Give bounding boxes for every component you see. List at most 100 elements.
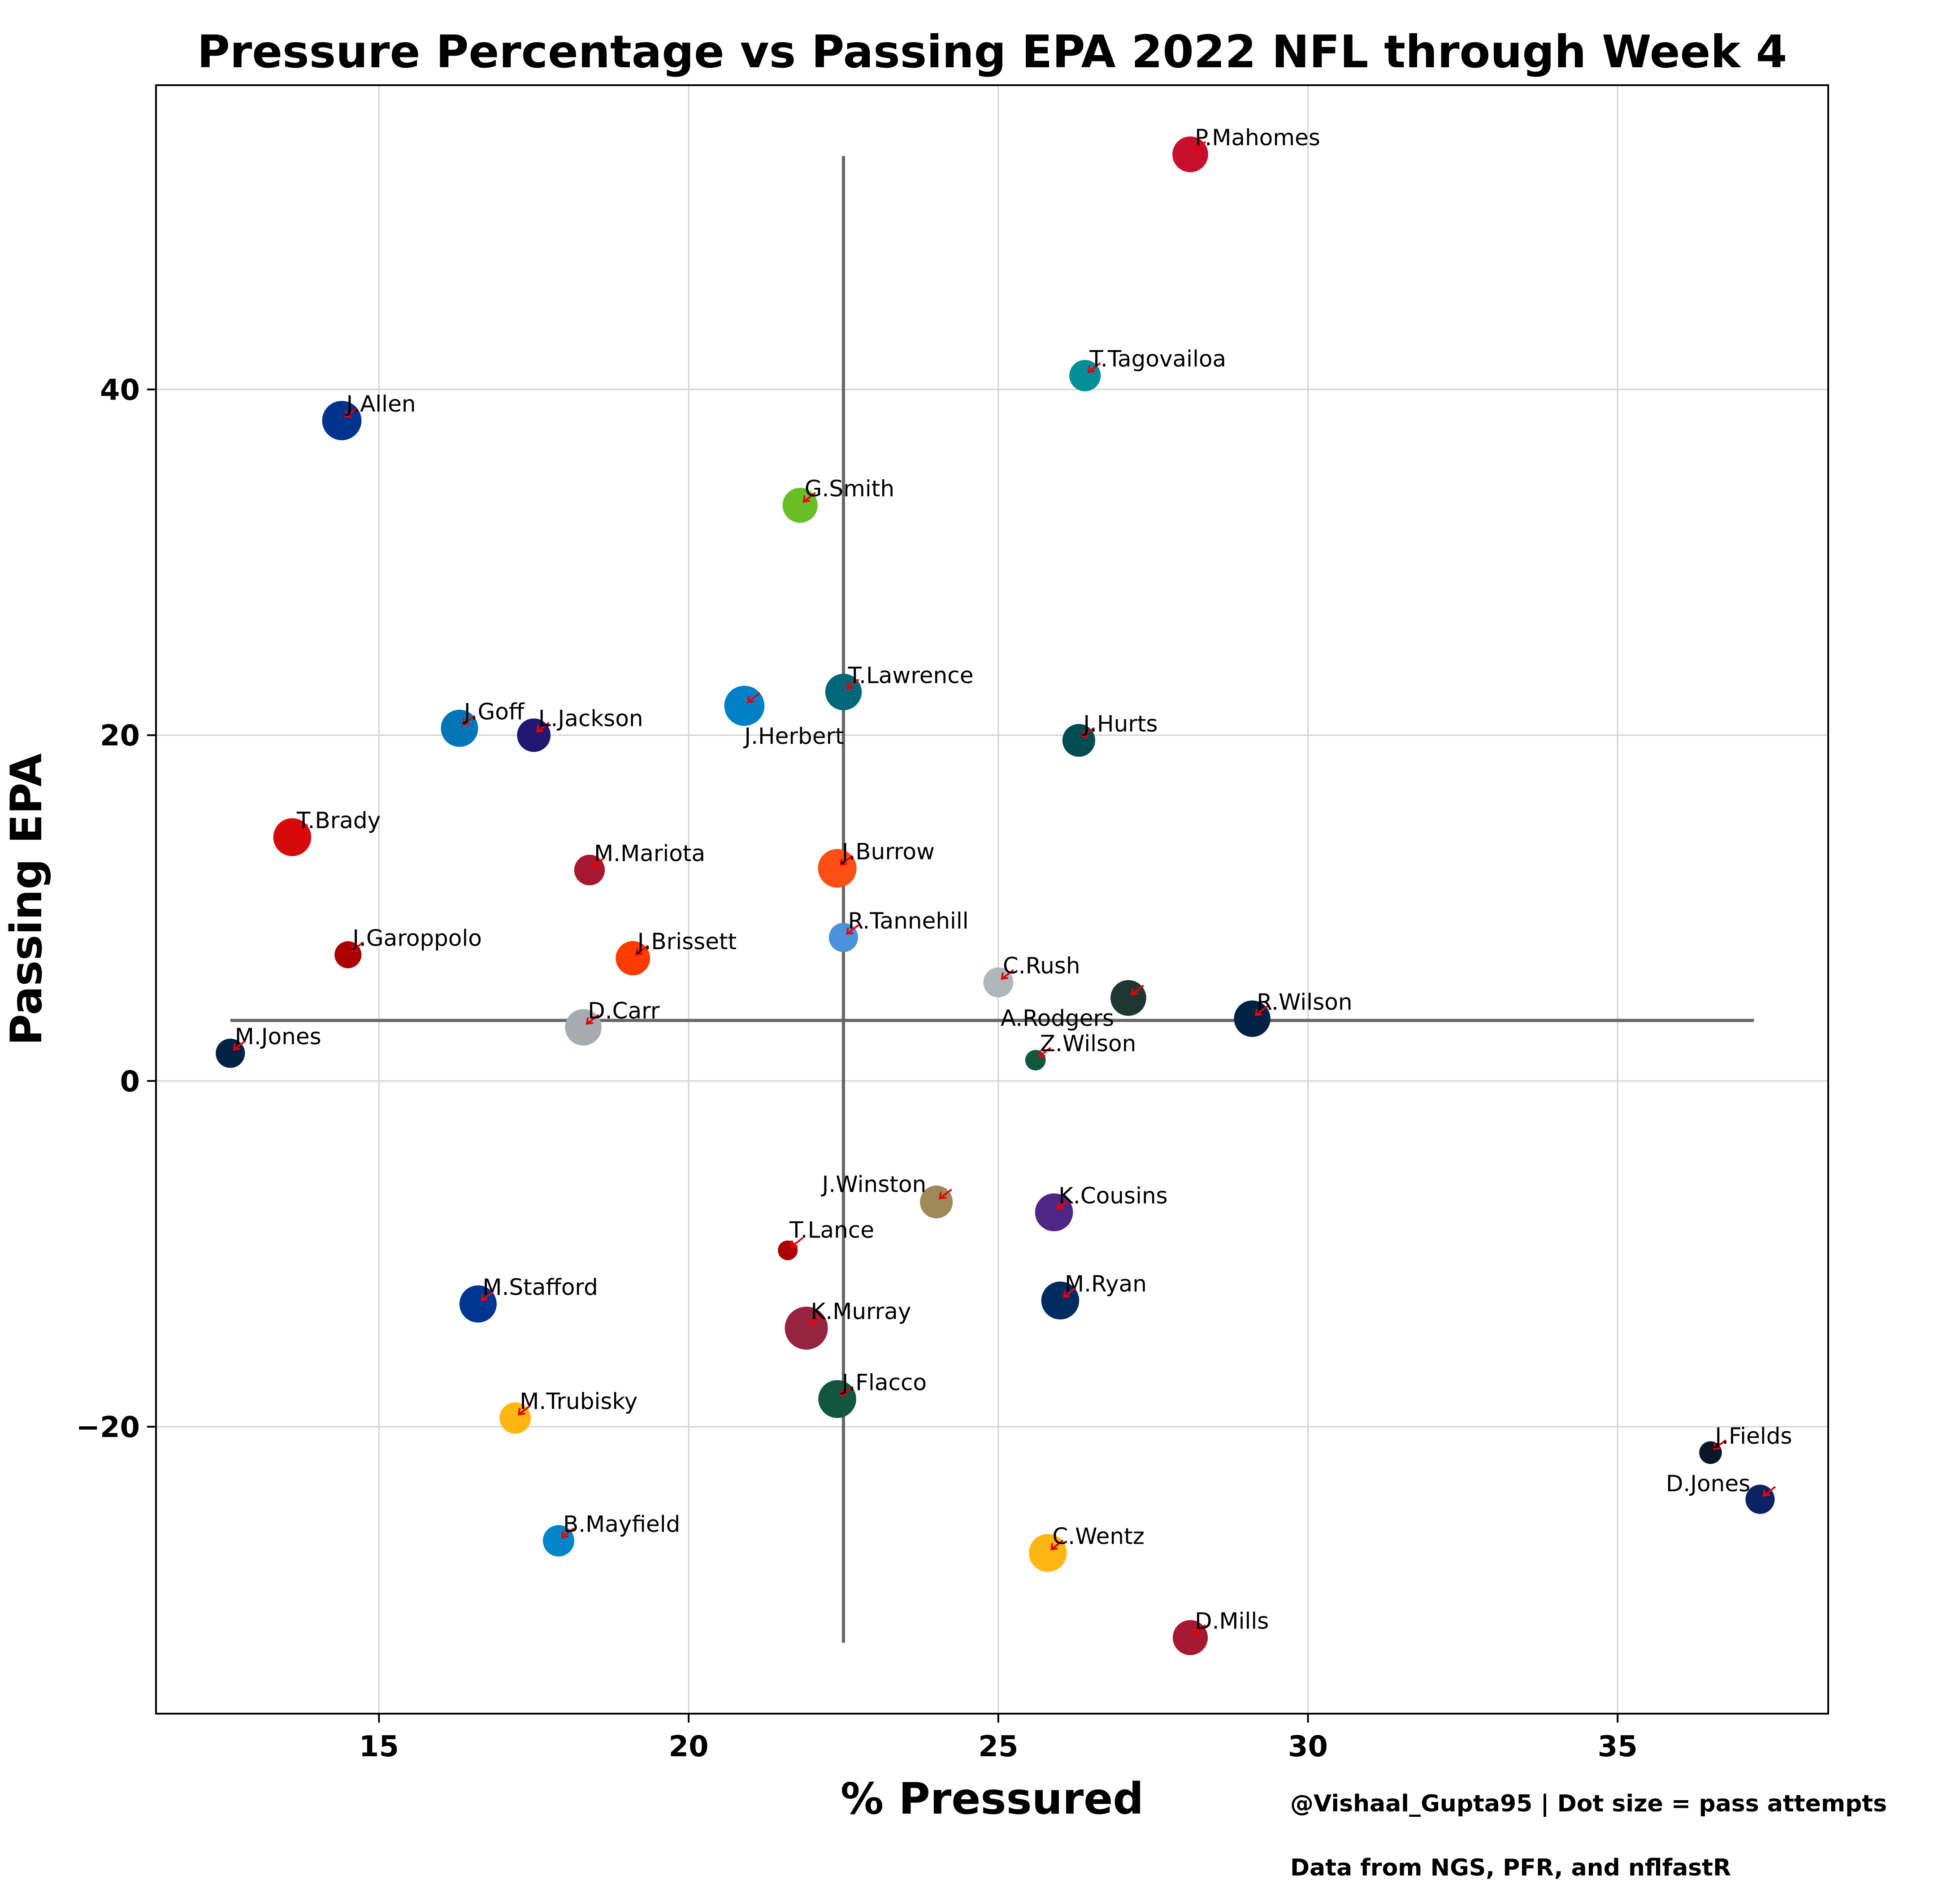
label-arrow xyxy=(233,1040,246,1051)
label-arrowhead xyxy=(295,827,303,835)
label-arrow xyxy=(840,1385,853,1396)
label-arrow xyxy=(1088,362,1101,373)
point-label: R.Tannehill xyxy=(848,908,968,934)
label-arrowhead xyxy=(1050,1543,1058,1550)
point-label: M.Trubisky xyxy=(520,1389,637,1415)
label-arrow xyxy=(846,678,859,689)
data-point xyxy=(1041,1281,1080,1320)
data-point xyxy=(1172,136,1208,173)
label-arrow xyxy=(462,715,476,725)
label-arrow xyxy=(1082,727,1095,738)
data-point xyxy=(825,673,862,711)
label-arrow xyxy=(1255,1005,1268,1016)
label-arrowhead xyxy=(561,1531,569,1538)
point-labels: P.Mahomes T.Tagovailoa J.Allen G.Smith T.Law… xyxy=(235,125,1792,1634)
label-arrowhead xyxy=(939,1192,946,1200)
label-arrowhead xyxy=(1062,1290,1071,1298)
label-arrow xyxy=(1063,1287,1076,1298)
grid-lines xyxy=(156,85,1828,1714)
label-arrowhead xyxy=(747,695,755,703)
x-tick-label: 25 xyxy=(978,1730,1018,1763)
label-arrowhead xyxy=(350,945,358,952)
label-arrowhead xyxy=(517,1408,525,1416)
label-arrowhead xyxy=(1254,1008,1262,1016)
label-arrowhead xyxy=(840,858,847,866)
point-label: B.Mayfield xyxy=(563,1511,680,1537)
point-label: D.Mills xyxy=(1195,1608,1269,1634)
label-arrowhead xyxy=(1081,730,1089,738)
point-label: T.Lawrence xyxy=(847,662,973,688)
source-caption: Data from NGS, PFR, and nflfastR xyxy=(1290,1854,1731,1881)
label-arrow xyxy=(846,924,859,935)
point-label: T.Brady xyxy=(296,808,381,834)
point-label: J.Herbert xyxy=(743,723,844,749)
data-point xyxy=(782,487,818,523)
point-label: J.Hurts xyxy=(1082,711,1158,737)
label-arrowhead xyxy=(1087,365,1095,373)
label-arrowhead xyxy=(536,725,544,733)
label-arrowhead xyxy=(1192,1628,1201,1635)
credit-caption: @Vishaal_Gupta95 | Dot size = pass attem… xyxy=(1290,1790,1887,1817)
point-label: D.Carr xyxy=(588,998,660,1024)
point-label: C.Rush xyxy=(1003,953,1080,979)
y-tick-label: 0 xyxy=(120,1065,140,1098)
y-tick-label: −20 xyxy=(76,1411,140,1444)
data-point xyxy=(1234,1000,1271,1037)
point-label: J.Allen xyxy=(345,391,416,417)
point-label: T.Lance xyxy=(789,1217,874,1243)
label-arrow xyxy=(295,824,308,834)
data-point xyxy=(441,709,478,747)
label-arrowhead xyxy=(585,1017,594,1025)
label-arrowhead xyxy=(1056,1202,1064,1210)
point-label: M.Ryan xyxy=(1065,1271,1147,1297)
label-arrow xyxy=(586,1014,599,1025)
label-arrowhead xyxy=(1192,144,1201,152)
x-tick-label: 15 xyxy=(359,1730,399,1763)
data-point xyxy=(273,818,312,856)
label-arrow xyxy=(939,1189,952,1199)
point-label: R.Wilson xyxy=(1257,989,1352,1015)
data-point xyxy=(818,849,857,888)
label-arrowhead xyxy=(233,1043,241,1051)
x-tick-label: 35 xyxy=(1598,1730,1638,1763)
label-arrow xyxy=(481,1290,494,1301)
point-label: J.Burrow xyxy=(841,839,935,865)
label-arrowhead xyxy=(846,682,854,690)
label-arrow xyxy=(1713,1439,1726,1450)
label-arrowhead xyxy=(635,948,643,956)
point-label: K.Cousins xyxy=(1058,1183,1168,1209)
y-tick-label: 40 xyxy=(100,374,140,407)
data-point xyxy=(818,1380,856,1418)
label-arrowhead xyxy=(809,1318,816,1326)
point-label: M.Stafford xyxy=(482,1274,598,1300)
label-arrow xyxy=(809,1315,822,1325)
chart-title: Pressure Percentage vs Passing EPA 2022 … xyxy=(197,26,1787,78)
point-label: C.Wentz xyxy=(1052,1523,1145,1549)
label-arrowhead xyxy=(1001,972,1009,980)
point-label: K.Murray xyxy=(811,1298,911,1324)
label-arrows xyxy=(233,141,1776,1635)
point-label: J.Fields xyxy=(1714,1423,1792,1449)
data-point xyxy=(724,686,765,726)
point-label: T.Tagovailoa xyxy=(1089,346,1226,372)
point-label: J.Brissett xyxy=(636,929,737,955)
x-axis-label: % Pressured xyxy=(841,1774,1144,1824)
label-arrowhead xyxy=(840,1389,847,1397)
x-tick-label: 30 xyxy=(1288,1730,1328,1763)
point-label: M.Jones xyxy=(235,1024,321,1050)
label-arrow xyxy=(592,856,606,868)
label-arrowhead xyxy=(846,927,854,935)
data-point xyxy=(1172,1620,1208,1655)
x-tick-label: 20 xyxy=(669,1730,709,1763)
label-arrow xyxy=(1193,1624,1206,1635)
data-point xyxy=(459,1285,497,1323)
label-arrow xyxy=(537,722,550,733)
plot-frame xyxy=(155,84,1829,1715)
label-arrow xyxy=(1038,1046,1051,1058)
label-arrowhead xyxy=(802,495,811,503)
label-arrow xyxy=(518,1405,531,1415)
label-arrowhead xyxy=(1131,988,1139,996)
point-label: J.Goff xyxy=(463,699,525,725)
